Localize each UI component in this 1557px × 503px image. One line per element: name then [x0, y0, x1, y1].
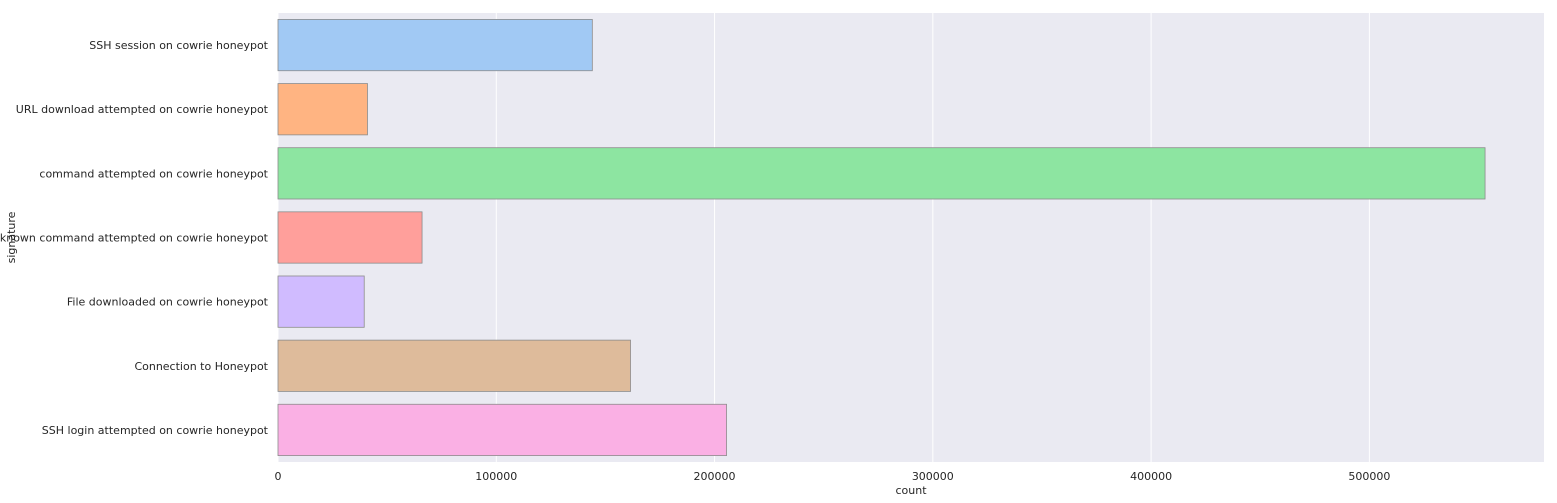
y-tick-labels: SSH session on cowrie honeypot URL downlo… [0, 39, 269, 437]
bars [277, 19, 1486, 456]
bar-4 [277, 275, 365, 328]
plot-background [278, 13, 1544, 462]
y-tick-label-6: SSH login attempted on cowrie honeypot [42, 424, 269, 437]
y-tick-label-5: Connection to Honeypot [134, 360, 268, 373]
bar-1 [277, 83, 368, 136]
y-tick-label-1: URL download attempted on cowrie honeypo… [16, 103, 269, 116]
x-tick-label-4: 400000 [1130, 470, 1172, 483]
bar-3 [277, 211, 423, 264]
x-tick-label-2: 200000 [694, 470, 736, 483]
x-tick-labels: 0 100000 200000 300000 400000 500000 [275, 470, 1391, 483]
bar-0 [277, 19, 593, 72]
y-tick-label-4: File downloaded on cowrie honeypot [67, 296, 269, 309]
y-axis-label: signature [5, 211, 18, 263]
x-axis-label: count [895, 484, 927, 497]
bar-6 [277, 403, 727, 456]
y-tick-label-2: command attempted on cowrie honeypot [39, 167, 268, 180]
bar-5 [277, 339, 631, 392]
bar-2 [277, 147, 1486, 200]
x-tick-label-5: 500000 [1348, 470, 1390, 483]
x-tick-label-0: 0 [275, 470, 282, 483]
x-tick-label-3: 300000 [912, 470, 954, 483]
y-tick-label-0: SSH session on cowrie honeypot [89, 39, 268, 52]
x-tick-label-1: 100000 [475, 470, 517, 483]
y-tick-label-3: unknown command attempted on cowrie hone… [0, 232, 269, 245]
